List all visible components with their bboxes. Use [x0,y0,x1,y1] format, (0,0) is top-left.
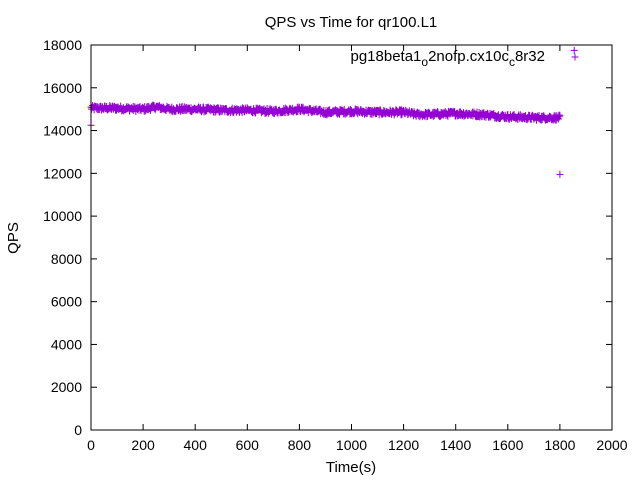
legend-label-part: pg18beta1 [350,48,421,65]
x-tick-label: 1800 [544,437,575,453]
x-tick-label: 1600 [492,437,523,453]
plot-area: 0 200 400 600 800 1000 1200 1400 1600 1800 2000 0 20… [43,37,628,453]
y-tick-label: 8000 [51,251,82,267]
series-points [87,46,578,178]
y-tick-label: 6000 [51,294,82,310]
legend-marker [571,53,579,61]
legend: pg18beta1o2nofp.cx10cc8r32 [350,48,579,69]
x-tick-label: 1400 [440,437,471,453]
x-tick-label: 0 [87,437,95,453]
y-tick-label: 16000 [43,80,82,96]
x-tick-label: 2000 [596,437,627,453]
y-axis-title: QPS [5,222,22,254]
x-tick-label: 200 [131,437,155,453]
x-tick-label: 800 [288,437,312,453]
data-point [146,106,154,114]
legend-label-part: 2nofp.cx10c [428,48,509,65]
x-tick-label: 400 [184,437,208,453]
chart-title: QPS vs Time for qr100.L1 [265,14,438,31]
y-tick-label: 14000 [43,123,82,139]
y-tick-label: 4000 [51,336,82,352]
x-tick-label: 600 [236,437,260,453]
y-tick-label: 2000 [51,379,82,395]
data-point [397,111,405,119]
y-tick-label: 10000 [43,208,82,224]
x-tick-label: 1000 [336,437,367,453]
x-axis-title: Time(s) [326,459,376,476]
legend-marker-plus [571,53,579,61]
x-tick-label: 1200 [388,437,419,453]
legend-label-part: 8r32 [515,48,545,65]
y-tick-label: 0 [74,422,82,438]
data-point [555,112,563,120]
axis-ticks: 0 200 400 600 800 1000 1200 1400 1600 1800 2000 0 20… [43,37,628,453]
data-point [376,106,384,114]
data-point-outlier [570,46,578,54]
legend-label: pg18beta1o2nofp.cx10cc8r32 [350,48,545,69]
legend-label-part: c [509,55,515,69]
data-point [556,111,564,119]
y-tick-label: 18000 [43,37,82,53]
y-tick-label: 12000 [43,165,82,181]
data-point-outlier [556,170,564,178]
legend-label-part: o [421,55,428,69]
